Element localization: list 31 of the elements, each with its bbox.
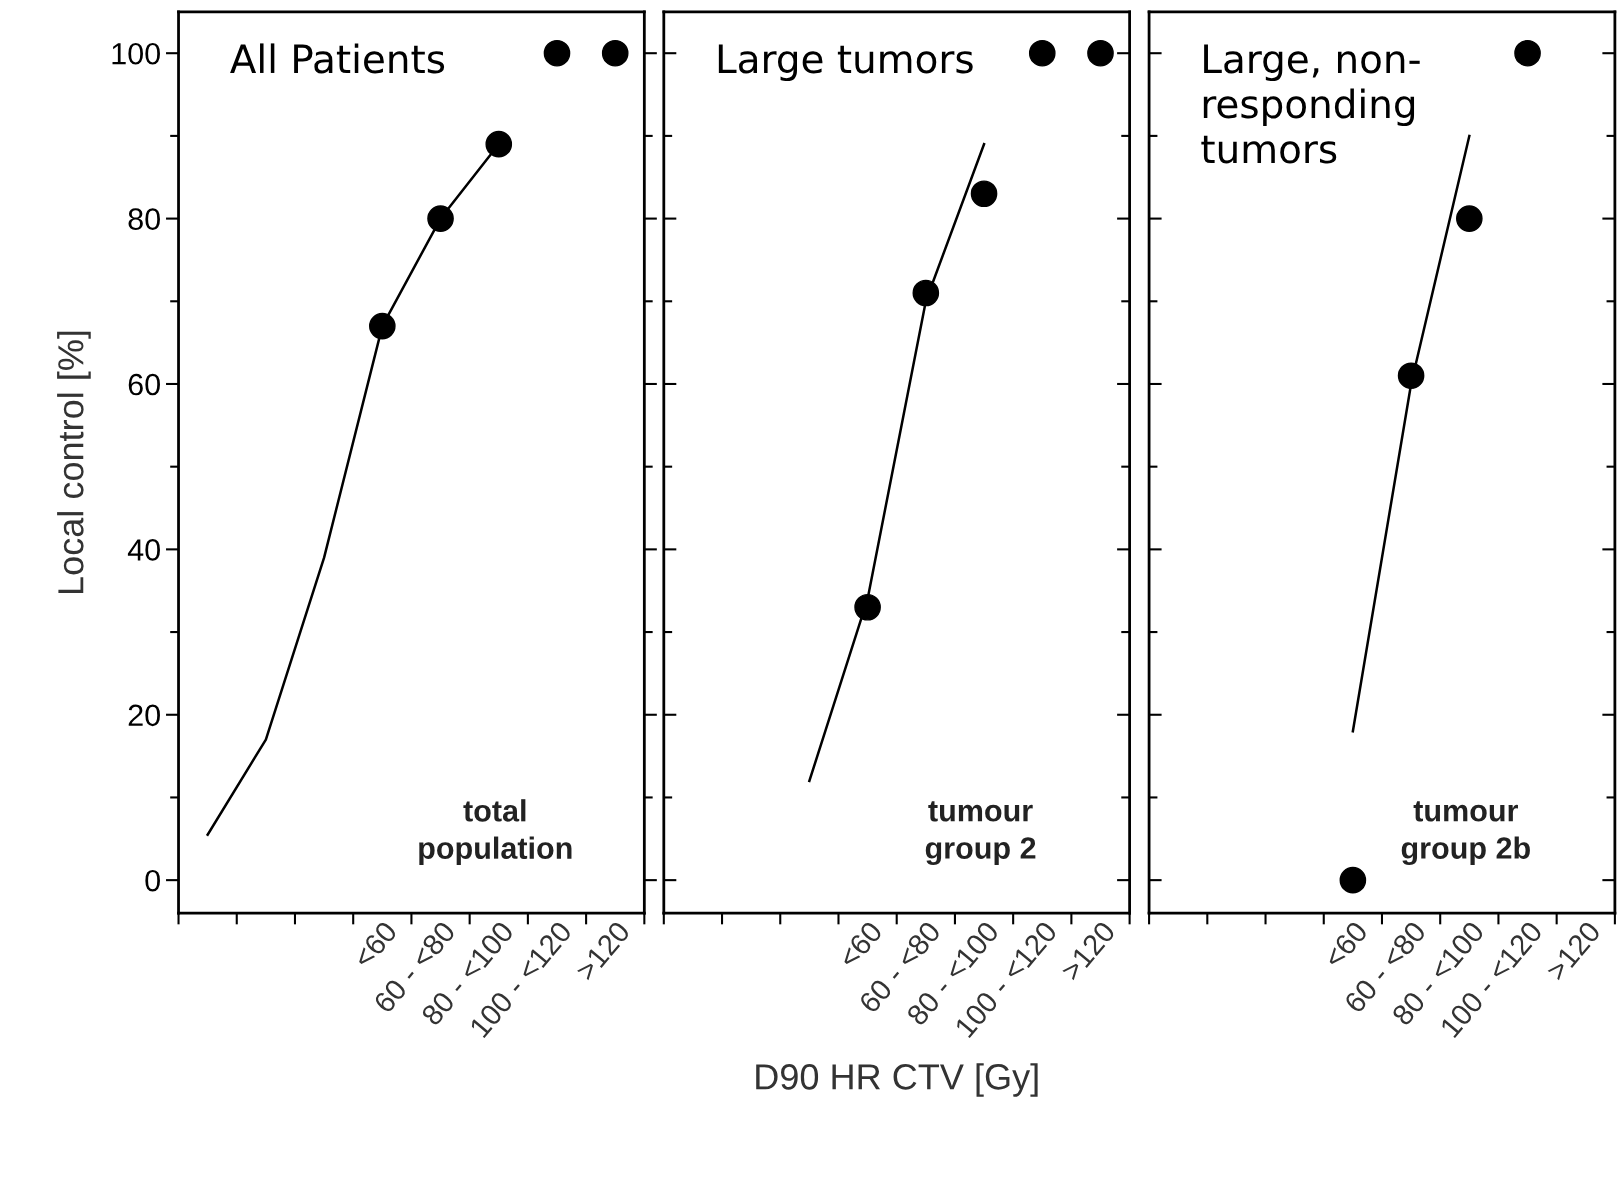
point bbox=[601, 39, 629, 67]
point bbox=[485, 130, 513, 158]
annotation: tumour group 2 bbox=[925, 801, 1036, 866]
y-axis-title: Local control [%] bbox=[57, 331, 91, 594]
point bbox=[543, 39, 571, 67]
annotation: Large, non- responding tumors bbox=[1201, 44, 1420, 164]
point bbox=[912, 279, 940, 307]
point bbox=[1087, 39, 1114, 67]
annotation: total population bbox=[419, 799, 572, 866]
y-tick-label: 0 bbox=[145, 869, 160, 892]
point bbox=[970, 180, 998, 208]
annotation: Large tumors bbox=[718, 44, 973, 82]
annotation: All Patients bbox=[230, 43, 445, 74]
x-axis-title: D90 HR CTV [Gy] bbox=[756, 1063, 1038, 1097]
point bbox=[1028, 39, 1056, 67]
annotation: tumour group 2b bbox=[1401, 801, 1530, 866]
y-tick-label: 80 bbox=[128, 208, 160, 230]
point bbox=[1397, 362, 1425, 390]
y-tick-label: 60 bbox=[128, 373, 160, 396]
x-tick-label: <60 bbox=[837, 920, 884, 970]
x-tick-label: <60 bbox=[1322, 920, 1369, 970]
point bbox=[1339, 866, 1367, 894]
x-tick-label: <60 bbox=[352, 920, 398, 970]
y-tick-label: 40 bbox=[127, 539, 160, 561]
point bbox=[1514, 39, 1541, 67]
point bbox=[1456, 205, 1483, 232]
y-tick-label: 20 bbox=[128, 704, 160, 727]
y-tick-label: 100 bbox=[112, 42, 160, 65]
point bbox=[369, 312, 396, 340]
point bbox=[427, 205, 454, 232]
point bbox=[854, 593, 881, 621]
